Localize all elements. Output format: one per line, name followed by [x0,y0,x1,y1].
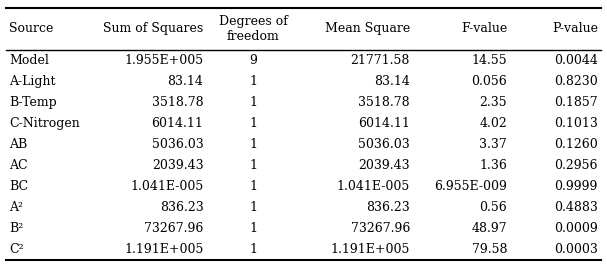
Text: 0.1260: 0.1260 [554,138,598,151]
Text: 6014.11: 6014.11 [152,117,203,130]
Text: 1: 1 [249,180,257,193]
Text: 0.9999: 0.9999 [555,180,598,193]
Text: Sum of Squares: Sum of Squares [103,23,203,36]
Text: 3518.78: 3518.78 [152,96,203,109]
Text: 1: 1 [249,243,257,256]
Text: 3518.78: 3518.78 [358,96,410,109]
Text: B-Temp: B-Temp [9,96,57,109]
Text: 2.35: 2.35 [480,96,507,109]
Text: B²: B² [9,222,23,235]
Text: 1.955E+005: 1.955E+005 [124,54,203,67]
Text: 0.1013: 0.1013 [554,117,598,130]
Text: 0.4883: 0.4883 [554,201,598,214]
Text: 1.36: 1.36 [479,159,507,172]
Text: 0.56: 0.56 [480,201,507,214]
Text: 836.23: 836.23 [160,201,203,214]
Text: 1.191E+005: 1.191E+005 [124,243,203,256]
Text: 0.1857: 0.1857 [554,96,598,109]
Text: 3.37: 3.37 [480,138,507,151]
Text: 1: 1 [249,75,257,88]
Text: Model: Model [9,54,49,67]
Text: 5036.03: 5036.03 [152,138,203,151]
Text: C-Nitrogen: C-Nitrogen [9,117,80,130]
Text: 48.97: 48.97 [472,222,507,235]
Text: 836.23: 836.23 [366,201,410,214]
Text: 1: 1 [249,201,257,214]
Text: A²: A² [9,201,23,214]
Text: 2039.43: 2039.43 [358,159,410,172]
Text: 0.8230: 0.8230 [554,75,598,88]
Text: 1: 1 [249,222,257,235]
Text: 0.2956: 0.2956 [554,159,598,172]
Text: 79.58: 79.58 [472,243,507,256]
Text: 1: 1 [249,159,257,172]
Text: 83.14: 83.14 [374,75,410,88]
Text: 73267.96: 73267.96 [144,222,203,235]
Text: 1: 1 [249,96,257,109]
Text: F-value: F-value [461,23,507,36]
Text: 83.14: 83.14 [168,75,203,88]
Text: AC: AC [9,159,28,172]
Text: 0.0009: 0.0009 [554,222,598,235]
Text: 6014.11: 6014.11 [358,117,410,130]
Text: Source: Source [9,23,53,36]
Text: A-Light: A-Light [9,75,56,88]
Text: 14.55: 14.55 [472,54,507,67]
Text: AB: AB [9,138,27,151]
Text: 0.056: 0.056 [472,75,507,88]
Text: 1: 1 [249,117,257,130]
Text: 6.955E-009: 6.955E-009 [434,180,507,193]
Text: 1.041E-005: 1.041E-005 [337,180,410,193]
Text: 21771.58: 21771.58 [351,54,410,67]
Text: 0.0003: 0.0003 [554,243,598,256]
Text: 5036.03: 5036.03 [358,138,410,151]
Text: 4.02: 4.02 [480,117,507,130]
Text: Mean Square: Mean Square [325,23,410,36]
Text: 73267.96: 73267.96 [351,222,410,235]
Text: Degrees of
freedom: Degrees of freedom [219,15,288,43]
Text: 1.041E-005: 1.041E-005 [130,180,203,193]
Text: C²: C² [9,243,24,256]
Text: 0.0044: 0.0044 [554,54,598,67]
Text: 2039.43: 2039.43 [152,159,203,172]
Text: 9: 9 [249,54,257,67]
Text: 1: 1 [249,138,257,151]
Text: BC: BC [9,180,29,193]
Text: 1.191E+005: 1.191E+005 [331,243,410,256]
Text: P-value: P-value [552,23,598,36]
